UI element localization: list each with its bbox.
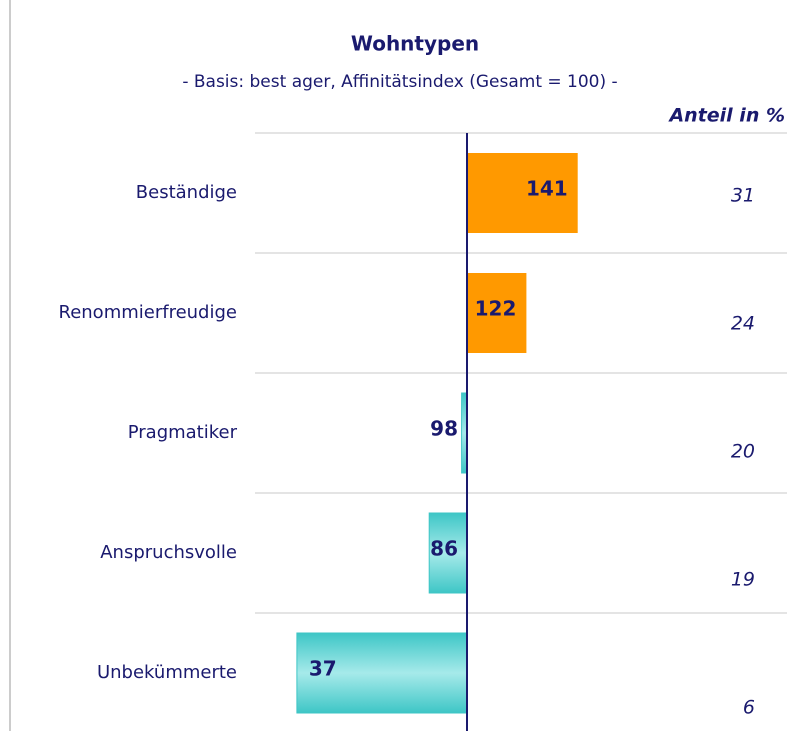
share-label: 24 [731, 313, 755, 335]
share-label: 31 [731, 185, 755, 207]
bar [467, 273, 527, 353]
bar [296, 632, 468, 714]
bar [467, 153, 578, 233]
category-label: Beständige [136, 182, 237, 203]
value-label: 122 [475, 297, 517, 321]
value-label: 86 [430, 537, 458, 561]
share-header: Anteil in % [667, 105, 785, 127]
share-label: 19 [731, 569, 755, 591]
bar [428, 512, 468, 594]
value-label: 37 [309, 657, 337, 681]
chart-subtitle: - Basis: best ager, Affinitätsindex (Ges… [182, 72, 617, 92]
category-label: Renommierfreudige [59, 302, 238, 323]
category-label: Pragmatiker [128, 422, 238, 443]
value-label: 98 [430, 417, 458, 441]
value-label: 141 [526, 177, 568, 201]
category-label: Unbekümmerte [97, 662, 237, 683]
share-label: 6 [743, 697, 755, 719]
share-label: 20 [731, 441, 755, 463]
category-label: Anspruchsvolle [100, 542, 237, 563]
chart-title: Wohntypen [351, 32, 479, 56]
